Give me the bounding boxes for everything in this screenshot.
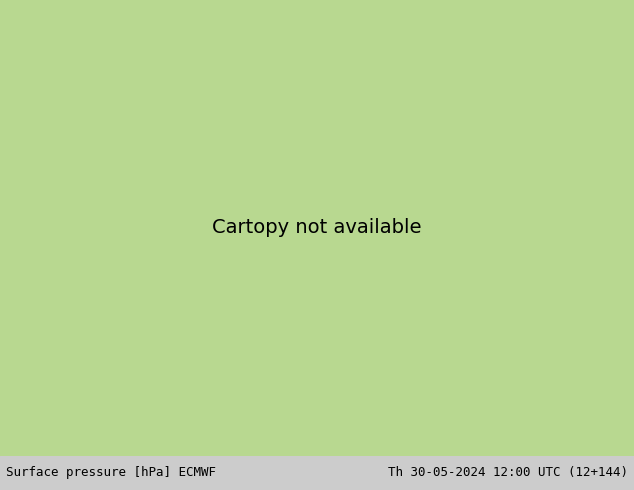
Text: Surface pressure [hPa] ECMWF: Surface pressure [hPa] ECMWF [6,466,216,479]
Text: Cartopy not available: Cartopy not available [212,219,422,237]
Text: Th 30-05-2024 12:00 UTC (12+144): Th 30-05-2024 12:00 UTC (12+144) [388,466,628,479]
